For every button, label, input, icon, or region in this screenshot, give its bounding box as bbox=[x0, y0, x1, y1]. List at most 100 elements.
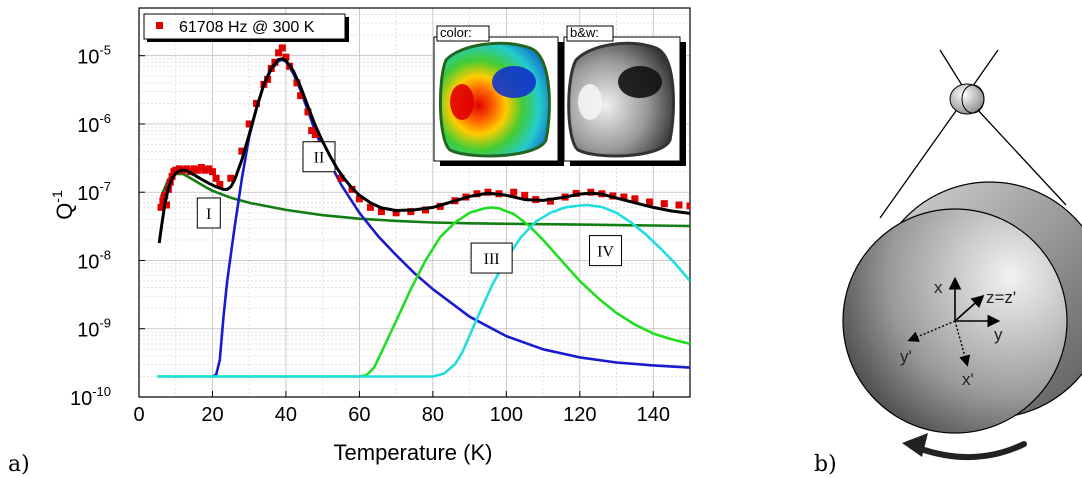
axis-y-label: y bbox=[994, 325, 1003, 344]
y-tick-label: 10-5 bbox=[77, 43, 111, 69]
svg-text:Q-1: Q-1 bbox=[49, 190, 77, 220]
data-point bbox=[161, 191, 169, 199]
data-point bbox=[159, 197, 167, 205]
data-point bbox=[377, 208, 385, 216]
legend-marker bbox=[156, 22, 163, 29]
x-tick-label: 140 bbox=[637, 404, 670, 426]
data-point bbox=[675, 201, 683, 209]
fit-curve-1 bbox=[159, 172, 690, 228]
axis-xprime-label: x' bbox=[962, 370, 974, 389]
panel-a-label: a) bbox=[8, 452, 30, 477]
y-axis-title-exp: -1 bbox=[49, 190, 65, 203]
inset-color: color: bbox=[433, 25, 564, 166]
data-point bbox=[311, 131, 319, 139]
data-point bbox=[510, 188, 518, 196]
data-point bbox=[212, 174, 220, 182]
data-point bbox=[366, 203, 374, 211]
x-tick-label: 40 bbox=[275, 404, 297, 426]
peak-label: I bbox=[206, 206, 211, 223]
data-point bbox=[175, 165, 183, 173]
data-point bbox=[197, 164, 205, 172]
x-axis-title: Temperature (K) bbox=[334, 440, 493, 465]
data-point bbox=[172, 166, 180, 174]
axis-xprime-arrow bbox=[954, 320, 971, 367]
data-point bbox=[201, 166, 209, 174]
x-tick-label: 120 bbox=[563, 404, 596, 426]
data-point bbox=[407, 208, 415, 216]
peak-label: II bbox=[314, 150, 325, 167]
y-tick-label: 10-7 bbox=[77, 179, 111, 205]
data-point bbox=[282, 53, 290, 61]
data-point bbox=[190, 165, 198, 173]
data-point bbox=[194, 166, 202, 174]
axis-yprime-arrow bbox=[907, 320, 956, 342]
data-point bbox=[238, 147, 246, 155]
data-point bbox=[216, 180, 224, 188]
data-point bbox=[355, 195, 363, 203]
data-point bbox=[337, 174, 345, 182]
data-point bbox=[278, 44, 286, 52]
axis-x-label: x bbox=[934, 278, 943, 297]
data-point bbox=[293, 79, 301, 87]
total-fit bbox=[157, 57, 690, 244]
data-point bbox=[646, 198, 654, 206]
data-point bbox=[183, 165, 191, 173]
data-point bbox=[163, 201, 171, 209]
fit-curve-3 bbox=[157, 206, 690, 378]
x-tick-label: 20 bbox=[201, 404, 223, 426]
clamp-ball bbox=[949, 83, 985, 115]
inset-bw-label: b&w: bbox=[570, 25, 599, 40]
peak-label: III bbox=[484, 251, 500, 268]
axis-z-arrow bbox=[954, 294, 985, 322]
data-point bbox=[157, 203, 165, 211]
y-axis-title-base: Q bbox=[52, 203, 77, 220]
rotation-arrowhead bbox=[902, 433, 928, 457]
axis-yprime-label: y' bbox=[900, 347, 912, 366]
inset-bw: b&w: bbox=[563, 25, 686, 166]
wire-to-cylinder-right bbox=[975, 107, 1067, 206]
data-point bbox=[275, 49, 283, 57]
panel-b-label: b) bbox=[814, 452, 837, 477]
y-tick-label: 10-6 bbox=[77, 111, 111, 137]
data-point bbox=[631, 195, 639, 203]
data-point bbox=[245, 120, 253, 128]
axis-ticks: 0 20 40 60 80 100 120 140 10-10 10-9 10-8 10-7 10-6 1… bbox=[70, 43, 670, 426]
legend-label: 61708 Hz @ 300 K bbox=[179, 19, 315, 36]
inset-color-label: color: bbox=[440, 25, 472, 40]
data-point bbox=[227, 174, 235, 182]
y-tick-label: 10-10 bbox=[70, 384, 111, 410]
data-point bbox=[686, 202, 690, 210]
data-point bbox=[546, 197, 554, 205]
data-point bbox=[422, 206, 430, 214]
data-point bbox=[660, 200, 668, 208]
wire-to-cylinder-left bbox=[879, 107, 959, 219]
x-tick-label: 60 bbox=[348, 404, 370, 426]
fit-curves bbox=[157, 58, 690, 378]
y-axis-title: Q-1 bbox=[49, 190, 77, 220]
data-point bbox=[620, 193, 628, 201]
y-tick-label: 10-9 bbox=[77, 316, 111, 342]
peak-label-box bbox=[589, 235, 623, 267]
data-point bbox=[392, 209, 400, 217]
fit-curve-0 bbox=[157, 57, 690, 244]
suspension-wire-right bbox=[969, 49, 999, 91]
y-tick-label: 10-8 bbox=[77, 247, 111, 273]
peak-label-box bbox=[196, 197, 221, 229]
x-tick-label: 100 bbox=[490, 404, 523, 426]
data-point bbox=[297, 92, 305, 100]
pendulum-diagram: x z=z' y y' x' bbox=[842, 49, 1082, 461]
x-tick-label: 0 bbox=[133, 404, 144, 426]
suspension-wire-left bbox=[939, 49, 966, 91]
axis-z-label: z=z' bbox=[986, 288, 1016, 307]
data-point bbox=[205, 165, 213, 173]
data-point bbox=[304, 108, 312, 116]
fit-curve-4 bbox=[157, 203, 690, 378]
x-tick-label: 80 bbox=[422, 404, 444, 426]
data-point bbox=[308, 127, 316, 135]
rotation-arrow bbox=[915, 441, 1027, 461]
data-point bbox=[208, 168, 216, 176]
legend: 61708 Hz @ 300 K bbox=[143, 13, 349, 42]
peak-label-box bbox=[470, 242, 513, 274]
